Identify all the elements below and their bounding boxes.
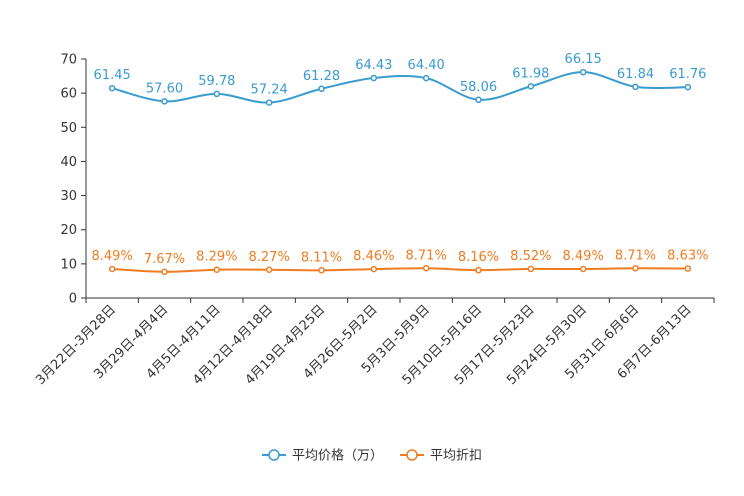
data-point [108, 265, 116, 273]
data-point [265, 266, 273, 274]
data-point [579, 265, 587, 273]
data-point [370, 265, 378, 273]
chart-legend[interactable]: 平均价格（万） 平均折扣 [262, 448, 482, 464]
y-tick-label: 40 [60, 155, 77, 170]
legend-item-avg-price[interactable]: 平均价格（万） [262, 448, 383, 464]
legend-label: 平均折扣 [430, 449, 482, 464]
data-label: 61.84 [617, 67, 654, 82]
data-point [108, 84, 116, 92]
data-label: 8.46% [353, 249, 394, 264]
data-point [318, 267, 325, 274]
data-label: 8.11% [301, 250, 342, 265]
data-label: 61.45 [94, 68, 131, 83]
data-label: 66.15 [565, 52, 602, 67]
data-label: 59.78 [198, 74, 235, 89]
data-label: 8.16% [458, 250, 499, 265]
data-label: 57.60 [146, 81, 183, 96]
legend-label: 平均价格（万） [292, 448, 383, 464]
data-point [684, 83, 692, 91]
data-label: 61.28 [303, 69, 340, 84]
y-tick-label: 50 [60, 121, 77, 136]
y-tick-label: 60 [60, 87, 77, 102]
data-label: 8.71% [406, 248, 447, 263]
data-point [632, 265, 639, 272]
data-label: 57.24 [251, 83, 288, 98]
data-label: 8.52% [510, 249, 551, 264]
y-tick-label: 20 [60, 223, 77, 238]
data-point [579, 68, 587, 76]
y-tick-label: 30 [60, 189, 77, 204]
chart-axes: 0102030405060703月22日-3月28日3月29日-4月4日4月5日… [33, 53, 715, 388]
data-label: 61.76 [669, 67, 706, 82]
data-label: 8.49% [563, 249, 604, 264]
data-label: 8.29% [196, 250, 237, 265]
data-label: 8.71% [615, 248, 656, 263]
data-label: 8.63% [667, 249, 708, 264]
data-label: 7.67% [144, 252, 185, 267]
data-point [213, 266, 221, 273]
chart-series-layer [108, 68, 692, 276]
data-label: 58.06 [460, 80, 497, 95]
data-point [527, 265, 535, 273]
series-line-avg-discount [112, 267, 688, 273]
chart-data-labels: 61.45 57.60 59.78 57.24 61.28 64.43 64.40 58.06… [92, 52, 709, 267]
legend-circle-icon [268, 449, 280, 461]
legend-circle-icon [406, 449, 418, 461]
data-point [684, 265, 692, 272]
data-point [318, 85, 325, 93]
data-point [213, 90, 221, 98]
data-point [632, 83, 639, 91]
data-point [265, 99, 273, 106]
data-label: 8.49% [92, 249, 133, 264]
data-point [161, 98, 168, 105]
data-point [422, 265, 430, 272]
series-line-avg-price [111, 71, 688, 104]
data-label: 64.40 [408, 58, 445, 73]
data-point [161, 268, 168, 276]
data-point [422, 74, 430, 82]
data-label: 8.27% [249, 250, 290, 265]
y-tick-label: 0 [69, 292, 77, 307]
y-tick-label: 10 [60, 257, 77, 272]
data-point [475, 266, 482, 274]
y-tick-label: 70 [60, 53, 77, 68]
data-point [527, 83, 535, 90]
data-point [475, 96, 482, 104]
legend-item-avg-discount[interactable]: 平均折扣 [400, 449, 482, 464]
data-label: 64.43 [355, 58, 392, 73]
data-label: 61.98 [512, 66, 549, 81]
data-point [370, 74, 378, 82]
